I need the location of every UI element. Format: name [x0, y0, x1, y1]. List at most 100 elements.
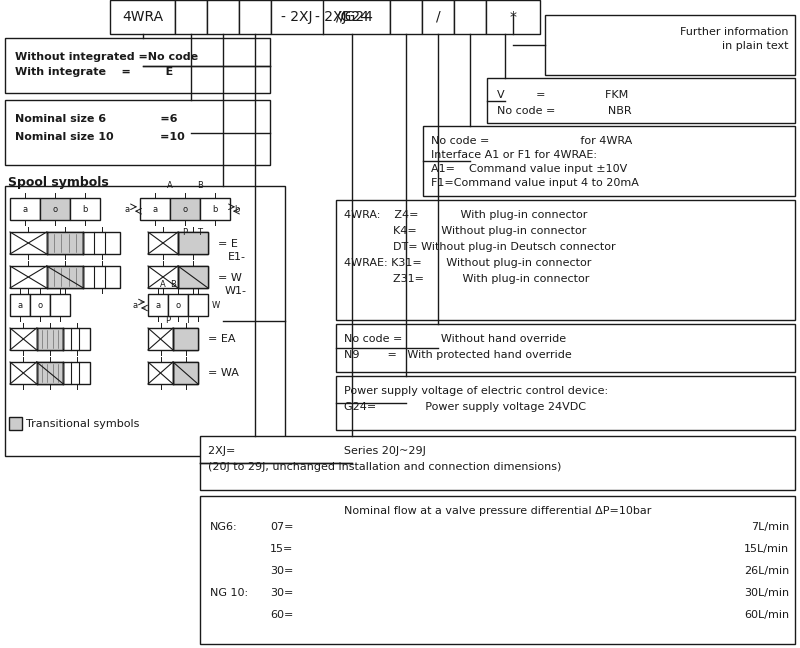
Bar [486, 0, 540, 34]
Text: Z31=           With plug-in connector: Z31= With plug-in connector [344, 274, 590, 284]
Bar [200, 436, 795, 490]
Text: K4=       Without plug-in connector: K4= Without plug-in connector [344, 226, 586, 236]
Bar [336, 200, 795, 320]
Bar [148, 328, 198, 350]
Text: Nominal size 6              =6: Nominal size 6 =6 [15, 114, 178, 124]
Bar [9, 417, 22, 430]
Bar [5, 100, 270, 165]
Text: 07=: 07= [270, 522, 294, 532]
Text: Nominal flow at a valve pressure differential ΔP=10bar: Nominal flow at a valve pressure differe… [344, 506, 651, 516]
Bar [50, 294, 70, 316]
Bar [46, 266, 83, 288]
Text: 60=: 60= [270, 610, 294, 620]
Bar [239, 0, 271, 34]
Text: /G24: /G24 [336, 10, 369, 24]
Text: a: a [155, 301, 161, 310]
Bar [487, 78, 795, 123]
Text: o: o [182, 205, 187, 213]
Bar [10, 328, 90, 350]
Text: b: b [212, 205, 218, 213]
Bar [188, 294, 208, 316]
Text: a: a [153, 205, 158, 213]
Text: A1=    Command value input ±10V: A1= Command value input ±10V [431, 164, 627, 174]
Text: 4WRAE: K31=       Without plug-in connector: 4WRAE: K31= Without plug-in connector [344, 258, 591, 268]
Text: Spool symbols: Spool symbols [8, 176, 109, 189]
Text: /: / [436, 10, 440, 24]
Text: b: b [234, 205, 239, 213]
Bar [200, 496, 795, 644]
Bar [422, 0, 454, 34]
Text: No code =           Without hand override: No code = Without hand override [344, 334, 566, 344]
Bar [10, 266, 120, 288]
Text: NG 10:: NG 10: [210, 588, 248, 598]
Bar [173, 328, 198, 350]
Text: N9        =   With protected hand override: N9 = With protected hand override [344, 350, 572, 360]
Bar [10, 232, 120, 254]
Text: *: * [510, 10, 517, 24]
Text: NG6:: NG6: [210, 522, 238, 532]
Text: F1=Command value input 4 to 20mA: F1=Command value input 4 to 20mA [431, 178, 639, 188]
Text: 15L/min: 15L/min [744, 544, 789, 554]
Bar [173, 362, 198, 384]
Text: P: P [166, 316, 170, 325]
Text: Nominal size 10            =10: Nominal size 10 =10 [15, 132, 185, 142]
Text: a: a [18, 301, 22, 310]
Text: 7L/min: 7L/min [750, 522, 789, 532]
Text: = WA: = WA [208, 368, 239, 378]
Bar [70, 198, 100, 220]
Text: o: o [53, 205, 58, 213]
Bar [170, 198, 200, 220]
Text: - 2XJ: - 2XJ [314, 10, 346, 24]
Text: Transitional symbols: Transitional symbols [26, 419, 139, 429]
Text: o: o [175, 301, 181, 310]
Text: 2XJ=                               Series 20J~29J: 2XJ= Series 20J~29J [208, 446, 426, 456]
Bar [46, 232, 83, 254]
Text: 30L/min: 30L/min [744, 588, 789, 598]
Bar [110, 0, 175, 34]
Text: 15=: 15= [270, 544, 294, 554]
Text: G24=              Power supply voltage 24VDC: G24= Power supply voltage 24VDC [344, 402, 586, 412]
Text: Without integrated =No code: Without integrated =No code [15, 52, 198, 62]
Bar [148, 294, 168, 316]
Bar [5, 186, 285, 456]
Bar [175, 0, 207, 34]
Bar [10, 294, 30, 316]
Text: 60L/min: 60L/min [744, 610, 789, 620]
Text: = EA: = EA [208, 334, 235, 344]
Text: A  B: A B [160, 280, 177, 289]
Text: = E: = E [218, 239, 238, 249]
Bar [140, 198, 170, 220]
Bar [336, 324, 795, 372]
Text: 4WRA:    Z4=            With plug-in connector: 4WRA: Z4= With plug-in connector [344, 210, 587, 220]
Text: 30=: 30= [270, 566, 294, 576]
Text: b: b [82, 205, 88, 213]
Text: Power supply voltage of electric control device:: Power supply voltage of electric control… [344, 386, 608, 396]
Text: No code =                          for 4WRA: No code = for 4WRA [431, 136, 632, 146]
Text: No code =               NBR: No code = NBR [497, 106, 632, 116]
Bar [10, 362, 90, 384]
Bar [5, 38, 270, 93]
Bar [40, 198, 70, 220]
Text: a: a [22, 205, 27, 213]
Bar [336, 376, 795, 430]
Bar [178, 232, 208, 254]
Text: T: T [198, 228, 202, 237]
Bar [423, 126, 795, 196]
Bar [390, 0, 422, 34]
Text: a: a [125, 205, 130, 213]
Text: 26L/min: 26L/min [744, 566, 789, 576]
Text: a: a [133, 301, 138, 310]
Text: (20J to 29J, unchanged installation and connection dimensions): (20J to 29J, unchanged installation and … [208, 462, 562, 472]
Bar [148, 232, 208, 254]
Text: P: P [182, 228, 187, 237]
Text: 4WRA: 4WRA [122, 10, 163, 24]
Text: E1-: E1- [228, 252, 246, 262]
Bar [148, 362, 198, 384]
Bar [454, 0, 486, 34]
Bar [545, 15, 795, 75]
Text: V         =                 FKM: V = FKM [497, 90, 628, 100]
Bar [200, 198, 230, 220]
Text: T: T [186, 316, 190, 325]
Text: in plain text: in plain text [722, 41, 789, 51]
Bar [271, 0, 390, 34]
